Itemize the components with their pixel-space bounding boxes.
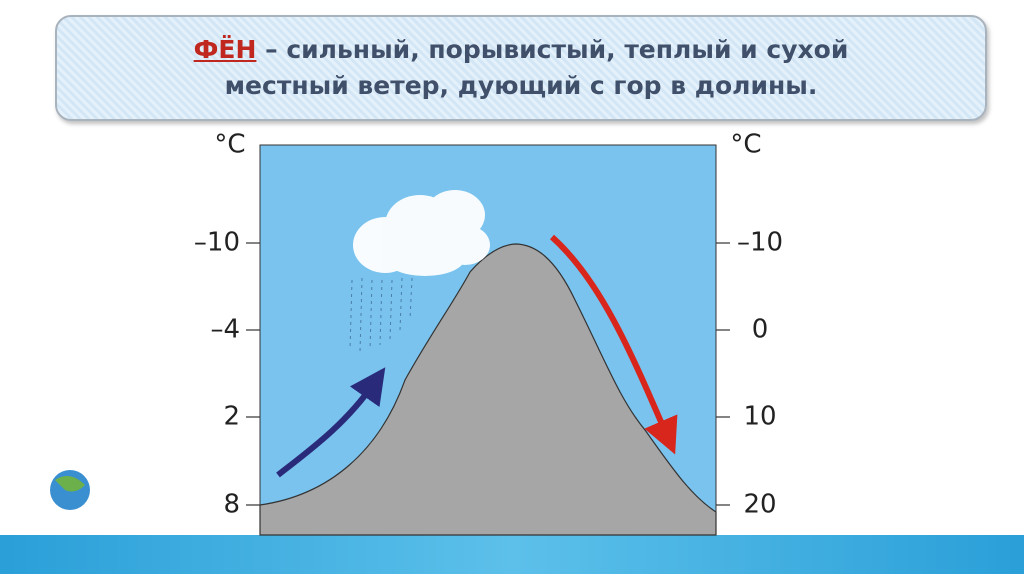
right-unit: °C [730, 130, 761, 160]
right-label: 20 [743, 490, 776, 520]
term: ФЁН [193, 34, 257, 64]
right-label: –10 [737, 228, 783, 258]
left-unit: °C [214, 130, 245, 160]
cloud [353, 190, 490, 276]
right-label: 0 [752, 315, 769, 345]
definition: – сильный, порывистый, теплый и сухой ме… [224, 34, 849, 100]
bottom-band [0, 535, 1024, 574]
arrow-up [276, 367, 386, 478]
title: ФЁН – сильный, порывистый, теплый и сухо… [161, 32, 881, 105]
left-label: 2 [223, 402, 240, 432]
left-label: –10 [194, 228, 240, 258]
left-label: 8 [223, 490, 240, 520]
arrow-down [549, 234, 678, 455]
globe-land [55, 476, 85, 492]
right-label: 10 [743, 402, 776, 432]
left-label: –4 [210, 315, 240, 345]
title-box: ФЁН – сильный, порывистый, теплый и сухо… [55, 15, 987, 121]
rain [349, 277, 413, 353]
